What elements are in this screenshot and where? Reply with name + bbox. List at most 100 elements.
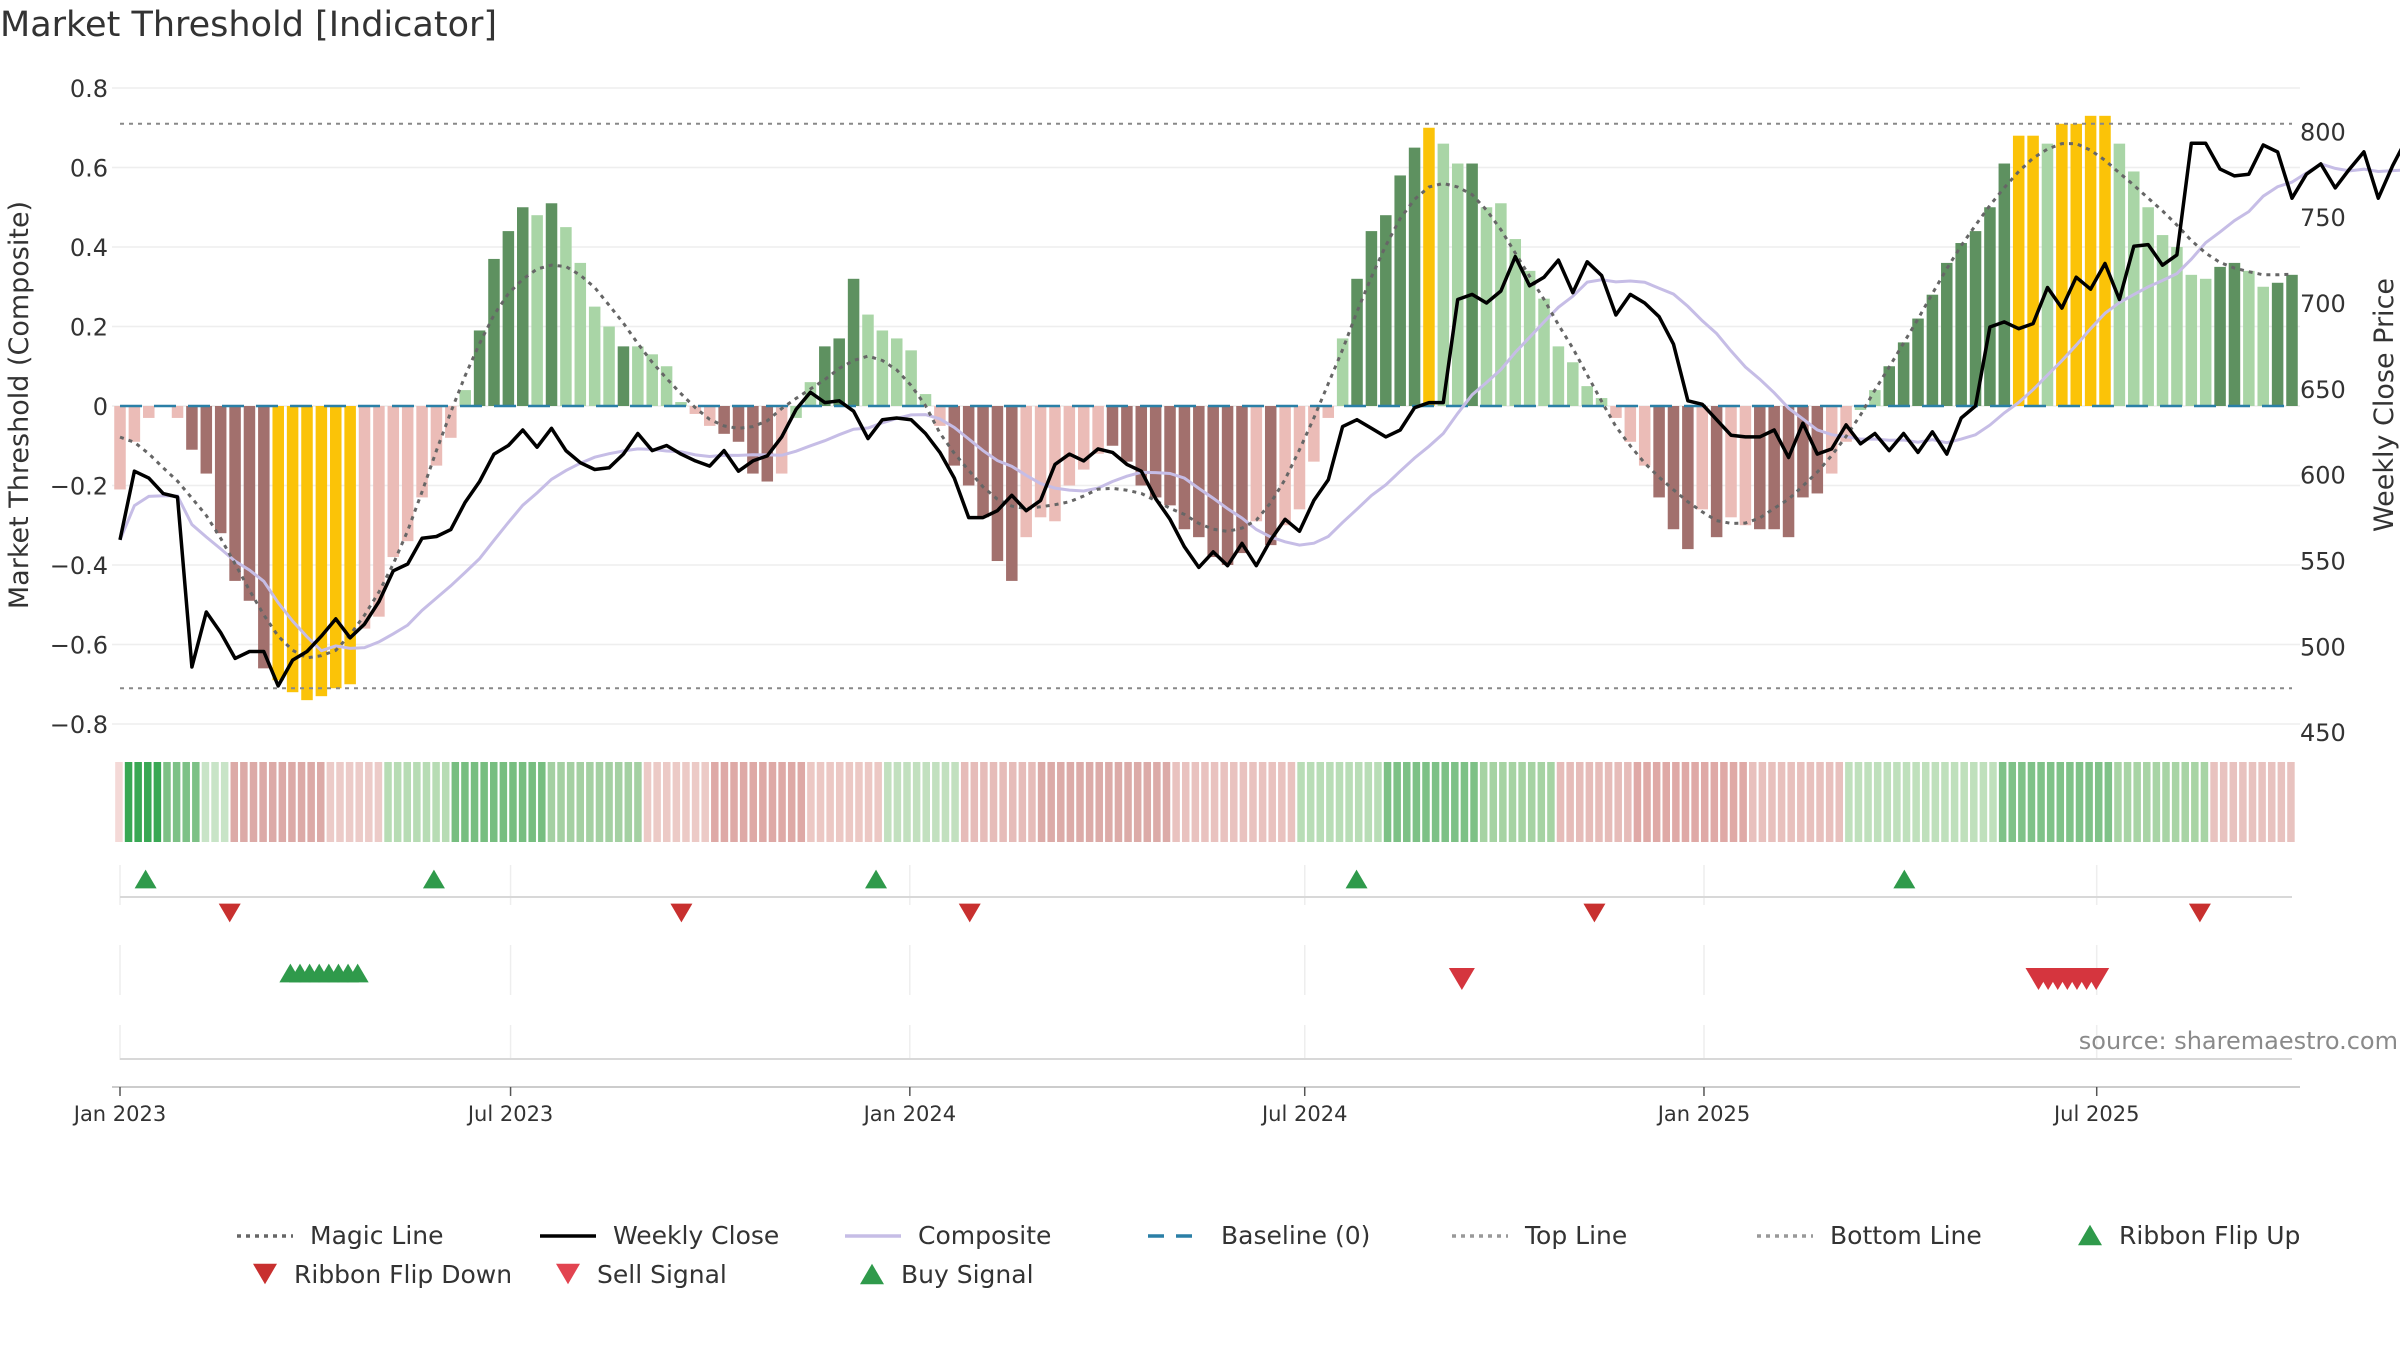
ribbon-cell: [2171, 762, 2180, 842]
ribbon-flip-up-marker: [1345, 869, 1368, 889]
ribbon-cell: [2018, 762, 2026, 842]
ribbon-cell: [701, 762, 709, 842]
ribbon-cell: [451, 762, 460, 842]
histogram-bar: [962, 406, 975, 486]
histogram-bar: [1394, 175, 1406, 406]
ribbon-cell: [874, 762, 882, 842]
chart-title: Market Threshold [Indicator]: [0, 5, 497, 45]
ribbon-cell: [768, 762, 777, 842]
histogram-bar: [2271, 282, 2284, 406]
histogram-bar: [1941, 262, 1953, 406]
ribbon-cell: [1979, 762, 1988, 842]
ribbon-cell: [172, 762, 181, 842]
ribbon-cell: [1374, 762, 1382, 842]
ribbon-cell: [691, 762, 700, 842]
ribbon-flip-up-marker: [134, 869, 157, 889]
histogram-bar: [732, 406, 745, 442]
histogram-bar: [1250, 406, 1263, 522]
ribbon-cell: [1854, 762, 1863, 842]
ribbon-flip-up-marker: [1893, 869, 1916, 889]
ribbon-cell: [144, 762, 152, 842]
ribbon-cell: [2085, 762, 2093, 842]
ribbon-cell: [643, 762, 652, 842]
ribbon-cell: [1335, 762, 1344, 842]
ribbon-flip-down-marker: [670, 903, 693, 923]
histogram-bars: [114, 115, 2298, 701]
ribbon-cell: [1989, 762, 1997, 842]
histogram-bar: [1020, 406, 1032, 538]
histogram-bar: [1955, 243, 1967, 406]
histogram-bar: [1077, 406, 1090, 470]
histogram-bar: [1006, 406, 1018, 581]
histogram-bar: [1567, 362, 1579, 406]
ribbon-cell: [278, 762, 287, 842]
ribbon-cell: [566, 762, 575, 842]
histogram-bar: [1380, 215, 1392, 406]
histogram-bar: [143, 406, 155, 418]
ribbon-cell: [605, 762, 613, 842]
histogram-bar: [1092, 406, 1104, 454]
ribbon-cell: [586, 762, 594, 842]
ribbon-cell: [2037, 762, 2045, 842]
ribbon-cell: [2104, 762, 2113, 842]
ribbon-cell: [461, 762, 469, 842]
histogram-bar: [833, 338, 845, 406]
ribbon-cell: [220, 762, 229, 842]
signal-markers: [134, 869, 2211, 1285]
ribbon-cell: [557, 762, 565, 842]
histogram-bar: [2027, 135, 2039, 406]
ribbon-cell: [1662, 762, 1671, 842]
y2-tick-label: 750: [2300, 204, 2346, 232]
ribbon-cell: [1787, 762, 1795, 842]
histogram-bar: [1581, 386, 1593, 406]
ribbon-cell: [1845, 762, 1853, 842]
histogram-bar: [1034, 406, 1047, 518]
x-tick-label: Jul 2025: [2052, 1102, 2139, 1126]
ribbon-cell: [211, 762, 219, 842]
ribbon-cell: [2200, 762, 2209, 842]
histogram-bar: [2199, 278, 2212, 406]
ribbon-flip-up-marker: [865, 869, 888, 889]
histogram-bar: [1193, 406, 1205, 538]
ribbon-cell: [1777, 762, 1786, 842]
histogram-bar: [660, 366, 673, 406]
histogram-bar: [1624, 406, 1637, 442]
ribbon-cell: [1633, 762, 1642, 842]
histogram-bar: [1552, 346, 1565, 406]
y-tick-label: 0.8: [70, 75, 108, 103]
y-tick-label: 0.2: [70, 314, 108, 342]
y-tick-label: 0.4: [70, 234, 108, 262]
ribbon-cell: [1095, 762, 1103, 842]
ribbon-cell: [797, 762, 806, 842]
ribbon-cell: [1354, 762, 1363, 842]
ribbon-cell: [980, 762, 988, 842]
ribbon-cell: [365, 762, 373, 842]
ribbon-cell: [1883, 762, 1892, 842]
ribbon-cell: [1047, 762, 1055, 842]
ribbon-cell: [1191, 762, 1200, 842]
legend-label: Composite: [918, 1221, 1051, 1250]
ribbon-cell: [682, 762, 690, 842]
sell-signal-marker: [2083, 967, 2110, 991]
ribbon-cell: [134, 762, 142, 842]
ribbon-cell: [1287, 762, 1296, 842]
ribbon-cell: [2287, 762, 2295, 842]
histogram-bar: [1207, 406, 1219, 558]
histogram-bar: [243, 406, 256, 601]
x-tick-label: Jul 2023: [466, 1102, 553, 1126]
ribbon-cell: [1700, 762, 1709, 842]
ribbon-cell: [1306, 762, 1315, 842]
ribbon-cell: [1797, 762, 1805, 842]
legend-label: Buy Signal: [901, 1260, 1034, 1289]
histogram-bar: [387, 406, 400, 558]
ribbon-cell: [1585, 762, 1594, 842]
ribbon-cell: [826, 762, 834, 842]
ribbon-cell: [1998, 762, 2007, 842]
ribbon-cell: [1691, 762, 1699, 842]
source-label: source: sharemaestro.com: [2079, 1027, 2398, 1055]
ribbon-cell: [653, 762, 661, 842]
y2-tick-label: 450: [2300, 719, 2346, 747]
histogram-bar: [401, 406, 414, 542]
histogram-bar: [1653, 406, 1665, 498]
